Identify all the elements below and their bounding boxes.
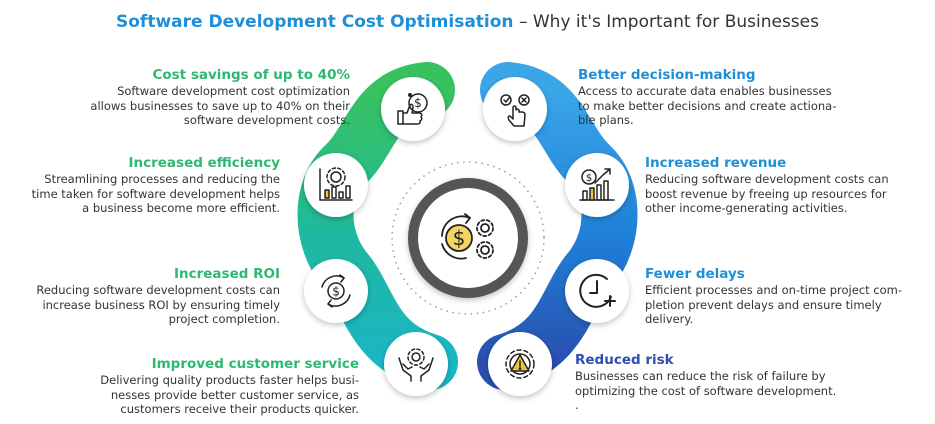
revenue-chart-icon: $ <box>579 168 615 201</box>
dollar-cycle-icon: $ <box>321 274 351 308</box>
benefit-heading: Better decision-making <box>578 67 756 83</box>
benefit-increased-roi: Increased ROI Reducing software developm… <box>36 266 280 327</box>
title-dash: – <box>513 12 533 32</box>
benefit-line: Delivering quality products faster helps… <box>100 373 359 387</box>
benefit-line: pletion prevent delays and ensure timely <box>645 297 882 312</box>
benefit-line: allows businesses to save up to 40% on t… <box>90 98 350 113</box>
icon-circle-left-2 <box>304 153 368 217</box>
benefit-better-decisions: Better decision-making Access to accurat… <box>578 67 836 128</box>
svg-text:$: $ <box>414 96 422 110</box>
benefit-line: increase business ROI by ensuring timely <box>42 297 280 312</box>
benefit-heading: Reduced risk <box>575 352 674 368</box>
hand-choice-icon <box>500 94 530 127</box>
benefit-line: Reducing software development costs can <box>645 172 889 186</box>
benefit-line: Software development cost optimization <box>117 84 350 98</box>
benefit-line: Efficient processes and on-time project … <box>645 283 903 297</box>
benefit-increased-revenue: Increased revenue Reducing software deve… <box>645 155 889 216</box>
title-sub: Why it's Important for Businesses <box>532 12 819 32</box>
benefit-line: boost revenue by freeing up resources fo… <box>645 186 887 201</box>
benefit-line: time taken for software development help… <box>31 186 280 201</box>
benefit-line: a business become more efficient. <box>82 201 280 215</box>
benefit-line: . <box>575 398 579 412</box>
benefit-increased-efficiency: Increased efficiency Streamlining proces… <box>32 155 280 216</box>
svg-text:$: $ <box>332 285 340 299</box>
left-band <box>297 62 458 390</box>
benefit-heading: Improved customer service <box>151 356 359 372</box>
icon-circle-left-3 <box>304 259 368 323</box>
benefit-heading: Increased revenue <box>645 155 787 171</box>
benefit-customer-service: Improved customer service Delivering qua… <box>100 356 359 417</box>
benefit-line: Reducing software development costs can <box>36 283 280 297</box>
benefit-heading: Increased efficiency <box>128 155 280 171</box>
page-title: Software Development Cost Optimisation –… <box>0 12 935 32</box>
benefit-line: to make better decisions and create acti… <box>578 98 837 113</box>
dotted-ring <box>391 161 545 315</box>
gear-warning-icon <box>505 349 535 379</box>
benefit-heading: Cost savings of up to 40% <box>152 67 350 83</box>
icon-circle-right-1 <box>483 77 547 141</box>
benefit-cost-savings: Cost savings of up to 40% Software devel… <box>90 67 350 128</box>
thumbs-up-dollar-icon: $ <box>397 93 428 125</box>
benefit-line: project completion. <box>168 312 280 326</box>
right-band <box>477 62 638 390</box>
benefit-line: ble plans. <box>578 113 634 127</box>
benefit-fewer-delays: Fewer delays Efficient processes and on-… <box>645 266 902 327</box>
benefit-line: optimizing the cost of software developm… <box>575 383 837 398</box>
benefit-line: Streamlining processes and reducing the <box>44 172 280 186</box>
clock-plus-icon <box>579 273 616 308</box>
benefit-line: Access to accurate data enables business… <box>578 84 832 98</box>
benefit-line: customers receive their products quicker… <box>120 402 359 416</box>
title-main: Software Development Cost Optimisation <box>116 12 514 32</box>
benefit-line: software development costs. <box>183 113 350 127</box>
dollar-gears-icon: $ <box>441 213 494 260</box>
svg-text:$: $ <box>453 226 466 250</box>
benefit-line: delivery. <box>645 312 694 326</box>
benefit-line: other income-generating activities. <box>645 201 848 215</box>
benefit-reduced-risk: Reduced risk Businesses can reduce the r… <box>575 352 836 413</box>
benefit-heading: Increased ROI <box>173 266 280 282</box>
svg-text:$: $ <box>586 173 592 184</box>
benefit-line: nesses provide better customer service, … <box>110 387 359 402</box>
hands-gear-icon <box>398 348 434 382</box>
benefit-line: Businesses can reduce the risk of failur… <box>575 369 826 383</box>
gear-chart-icon <box>319 167 353 201</box>
icon-circle-left-4 <box>384 332 448 396</box>
benefit-heading: Fewer delays <box>645 266 745 282</box>
